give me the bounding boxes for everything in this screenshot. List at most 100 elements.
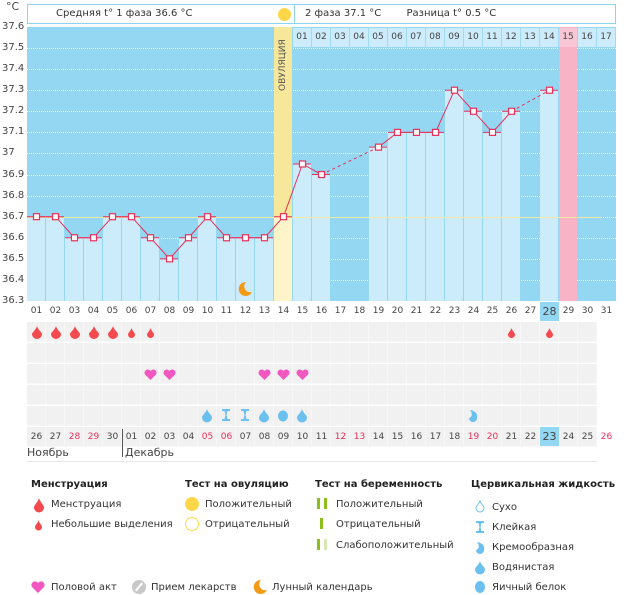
calendar-date[interactable]: 21 [505,432,518,442]
calendar-date[interactable]: 24 [562,432,575,442]
calendar-date[interactable]: 15 [391,432,404,442]
temperature-bar[interactable] [312,174,331,301]
grid-cell[interactable] [103,385,121,404]
grid-cell[interactable] [331,427,349,446]
grid-cell[interactable] [236,364,254,383]
calendar-date[interactable]: 02 [144,432,157,442]
grid-cell[interactable] [122,406,140,425]
temperature-bar[interactable] [369,147,388,301]
menstruation-drop-icon[interactable] [50,326,61,339]
grid-cell[interactable] [502,343,520,362]
calendar-date[interactable]: 16 [410,432,423,442]
calendar-date[interactable]: 27 [49,432,62,442]
grid-cell[interactable] [179,364,197,383]
grid-cell[interactable] [464,364,482,383]
grid-cell[interactable] [312,364,330,383]
cycle-day-label[interactable]: 01 [30,306,43,316]
grid-cell[interactable] [141,343,159,362]
temperature-point[interactable] [431,128,440,136]
temperature-bar[interactable] [65,237,84,301]
calendar-date[interactable]: 25 [581,432,594,442]
calendar-date[interactable]: 26 [600,432,613,442]
grid-cell[interactable] [502,427,520,446]
grid-cell[interactable] [293,427,311,446]
grid-cell[interactable] [388,343,406,362]
calendar-date[interactable]: 03 [163,432,176,442]
grid-cell[interactable] [198,427,216,446]
ovulation-test-positive-icon[interactable] [278,8,291,21]
temperature-point[interactable] [374,143,383,151]
grid-cell[interactable] [407,385,425,404]
grid-cell[interactable] [46,406,64,425]
grid-cell[interactable] [426,322,444,341]
menstruation-drop-icon[interactable] [31,326,42,339]
temperature-bar[interactable] [160,258,179,301]
grid-cell[interactable] [179,385,197,404]
grid-cell[interactable] [388,322,406,341]
temperature-point[interactable] [317,170,326,179]
grid-cell[interactable] [65,406,83,425]
grid-cell[interactable] [464,343,482,362]
calendar-date[interactable]: 11 [315,432,328,442]
grid-cell[interactable] [483,427,501,446]
spotting-drop-icon[interactable] [508,328,515,338]
temperature-point[interactable] [393,128,402,136]
calendar-date[interactable]: 13 [353,432,366,442]
grid-cell[interactable] [65,364,83,383]
cycle-day-label[interactable]: 14 [277,306,290,316]
grid-cell[interactable] [331,364,349,383]
grid-cell[interactable] [369,427,387,446]
grid-cell[interactable] [521,406,539,425]
temperature-point[interactable] [412,128,421,136]
grid-cell[interactable] [559,406,577,425]
cycle-day-label[interactable]: 02 [49,306,62,316]
temperature-bar[interactable] [464,111,483,301]
grid-cell[interactable] [312,322,330,341]
menstruation-drop-icon[interactable] [88,326,99,339]
cycle-day-label[interactable]: 19 [372,306,385,316]
temperature-point[interactable] [450,86,459,94]
grid-cell[interactable] [578,427,596,446]
grid-cell[interactable] [521,343,539,362]
grid-cell[interactable] [521,385,539,404]
calendar-date[interactable]: 26 [30,432,43,442]
grid-cell[interactable] [578,406,596,425]
grid-cell[interactable] [350,343,368,362]
grid-cell[interactable] [350,427,368,446]
grid-cell[interactable] [578,385,596,404]
menstruation-drop-icon[interactable] [107,326,118,339]
calendar-date[interactable]: 30 [106,432,119,442]
spotting-drop-icon[interactable] [128,328,135,338]
calendar-date[interactable]: 17 [429,432,442,442]
temperature-bar[interactable] [198,216,217,301]
grid-cell[interactable] [369,322,387,341]
temperature-bar[interactable] [27,216,46,301]
grid-cell[interactable] [160,322,178,341]
grid-cell[interactable] [426,385,444,404]
cycle-day-label[interactable]: 23 [448,306,461,316]
grid-cell[interactable] [141,427,159,446]
calendar-date[interactable]: 08 [258,432,271,442]
grid-cell[interactable] [27,427,45,446]
grid-cell[interactable] [521,427,539,446]
grid-cell[interactable] [84,427,102,446]
grid-cell[interactable] [46,343,64,362]
calendar-date[interactable]: 29 [87,432,100,442]
cycle-day-label[interactable]: 30 [581,306,594,316]
grid-cell[interactable] [312,385,330,404]
grid-cell[interactable] [350,385,368,404]
grid-cell[interactable] [84,406,102,425]
grid-cell[interactable] [312,427,330,446]
calendar-date[interactable]: 18 [448,432,461,442]
grid-cell[interactable] [426,364,444,383]
cycle-day-label[interactable]: 06 [125,306,138,316]
grid-cell[interactable] [502,385,520,404]
temperature-bar[interactable] [255,237,274,301]
grid-cell[interactable] [160,343,178,362]
calendar-date[interactable]: 09 [277,432,290,442]
grid-cell[interactable] [369,364,387,383]
cycle-day-label[interactable]: 27 [524,306,537,316]
temperature-bar[interactable] [293,164,312,301]
grid-cell[interactable] [578,364,596,383]
grid-cell[interactable] [84,343,102,362]
